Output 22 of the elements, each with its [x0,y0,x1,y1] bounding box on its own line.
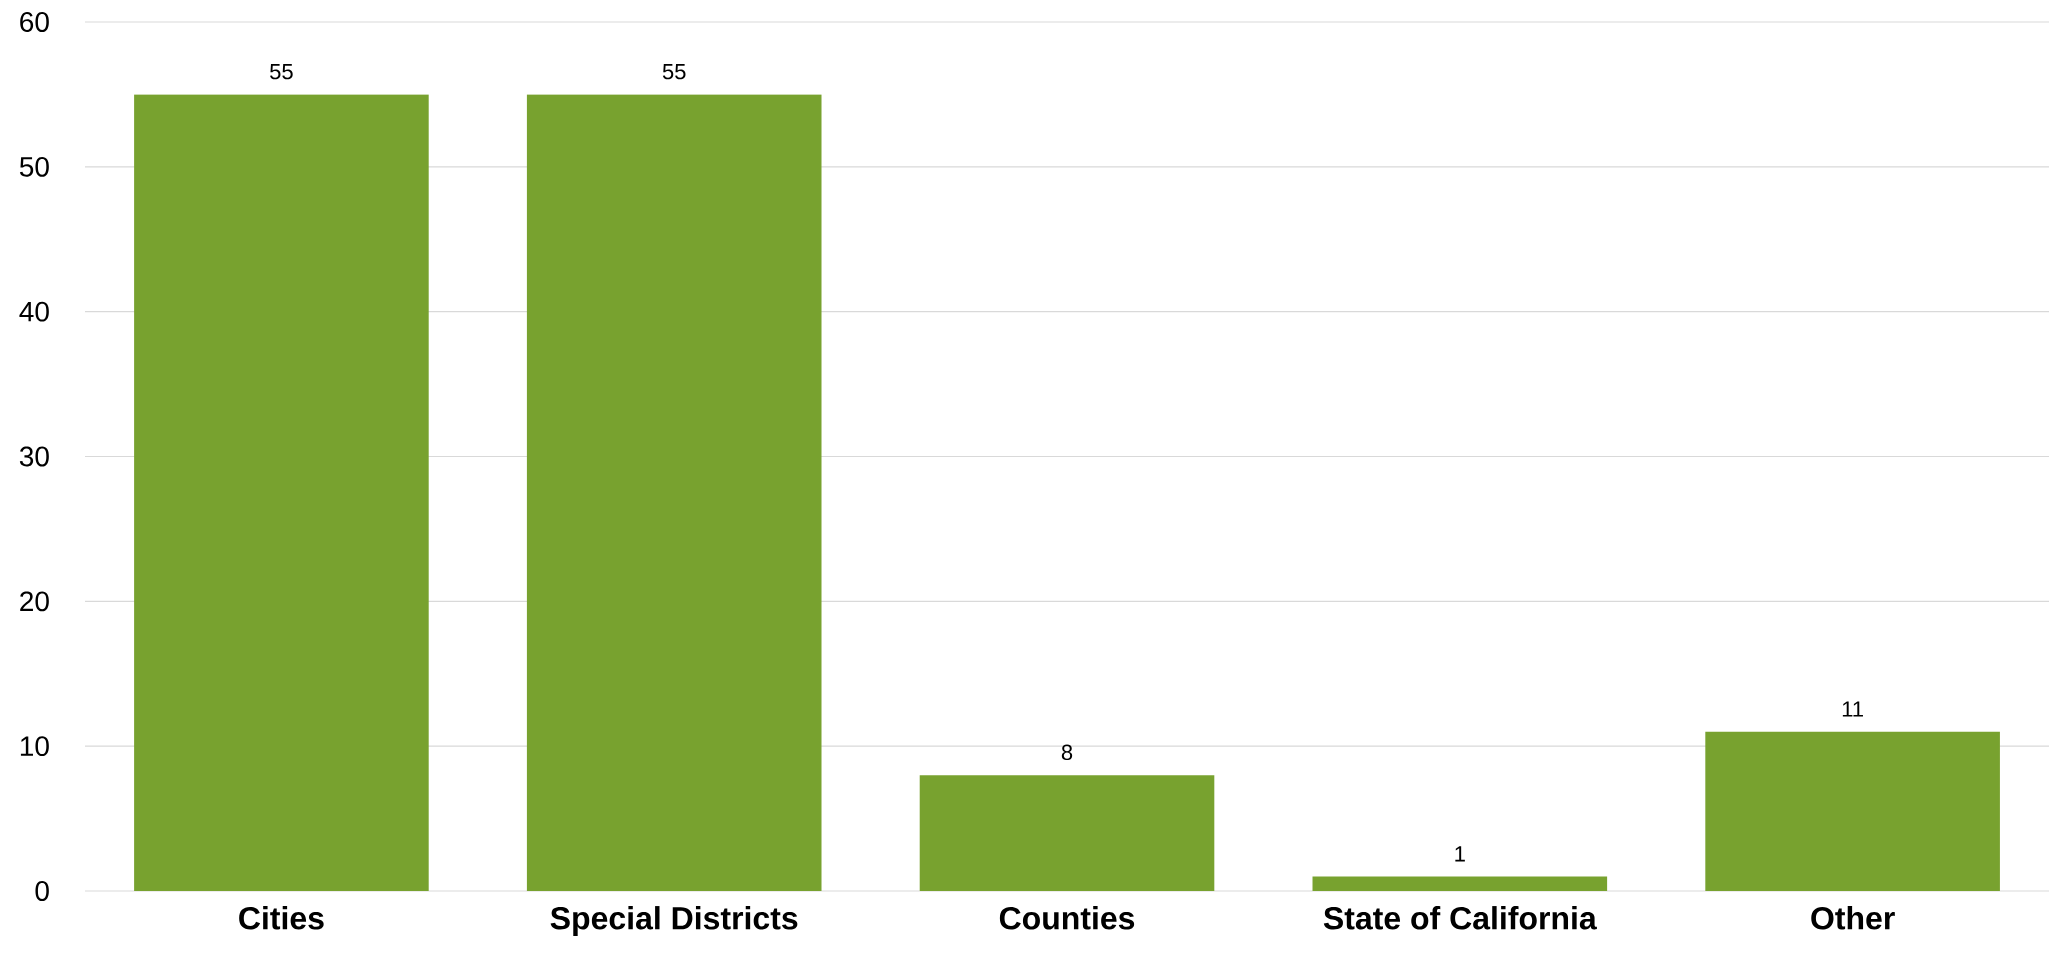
bar [1312,876,1608,891]
y-tick-label: 40 [19,301,49,322]
y-tick-label: 50 [19,156,49,177]
data-label: 11 [1842,701,1863,717]
bar [1705,731,2000,891]
y-tick-label: 60 [20,12,49,32]
data-label: 1 [1455,846,1465,862]
x-tick-label: Other [1811,906,1895,930]
data-label: 55 [662,64,686,80]
x-tick-label: Cities [239,906,324,930]
x-tick-label: State of California [1323,906,1597,930]
y-tick-label: 0 [35,881,49,901]
y-tick-label: 30 [19,446,49,467]
x-tick-label: Special Districts [550,906,798,936]
x-tick-label: Counties [999,906,1135,930]
bar [526,94,822,891]
y-tick-label: 10 [20,736,49,757]
data-label: 8 [1061,744,1073,761]
bar [134,94,429,891]
y-tick-label: 20 [20,591,49,612]
bar [919,775,1215,891]
data-label: 55 [270,64,293,80]
